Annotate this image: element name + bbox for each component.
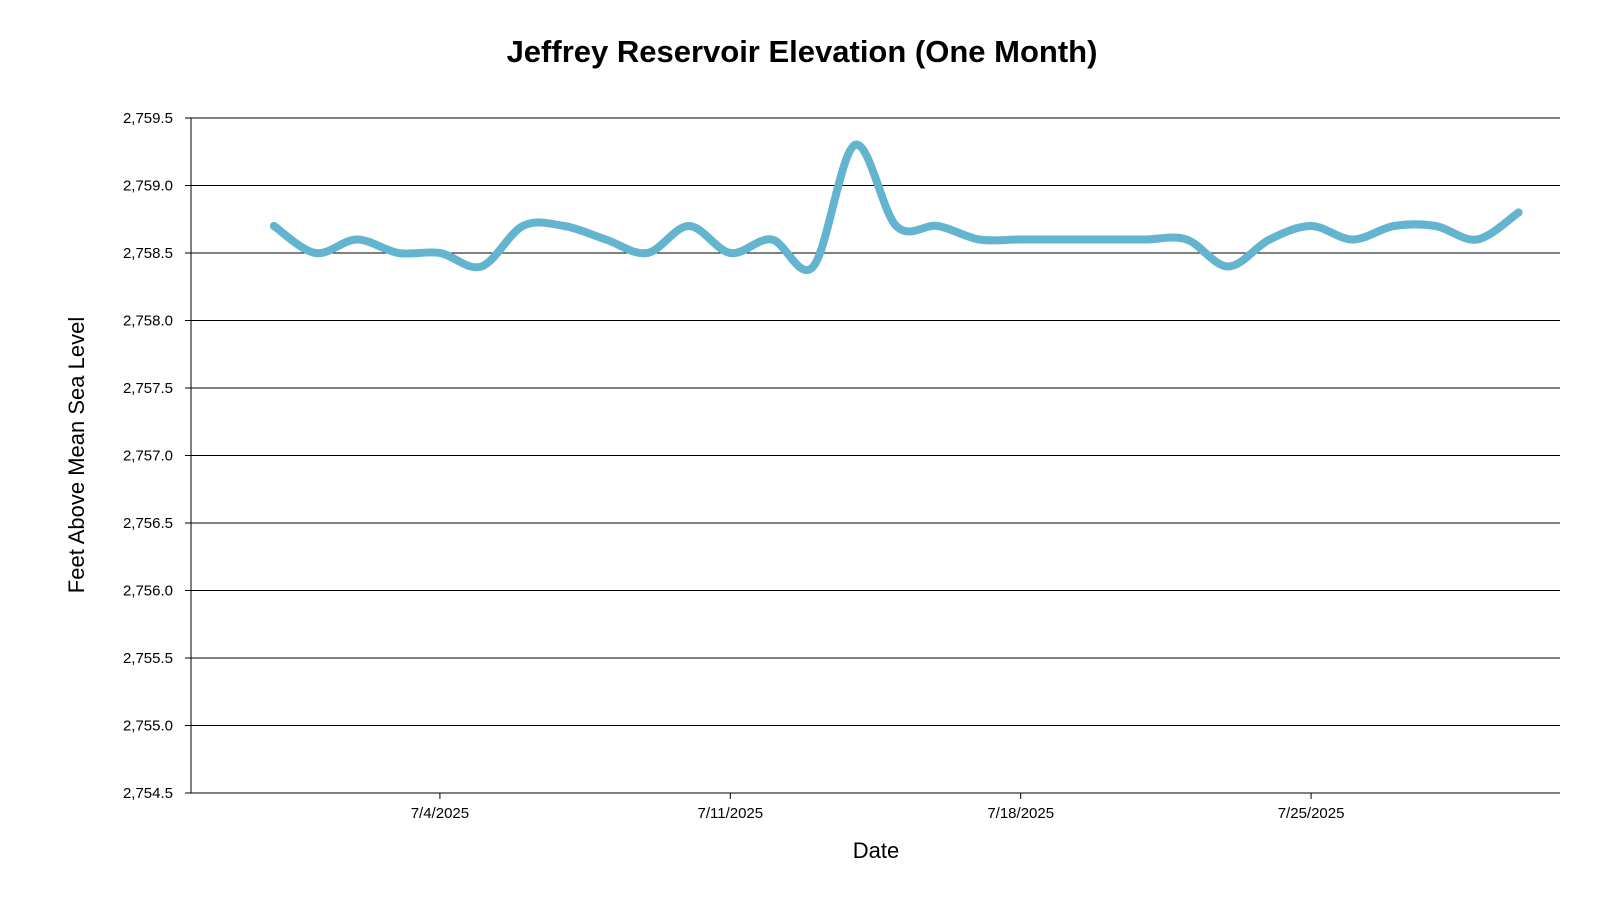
- elevation-series-line: [269, 140, 1523, 274]
- data-point: [1058, 235, 1067, 244]
- y-tick-label: 2,757.5: [123, 380, 173, 397]
- data-point: [1348, 235, 1357, 244]
- data-point: [1016, 235, 1025, 244]
- data-point: [1141, 235, 1150, 244]
- data-point: [1182, 235, 1191, 244]
- y-tick-label: 2,755.5: [123, 650, 173, 667]
- data-point: [1390, 222, 1399, 230]
- y-tick-label: 2,754.5: [123, 785, 173, 802]
- data-point: [311, 249, 320, 257]
- data-point: [684, 222, 693, 230]
- y-tick-label: 2,757.0: [123, 448, 173, 465]
- data-point: [477, 262, 486, 271]
- data-point: [850, 141, 859, 149]
- data-point: [435, 249, 444, 257]
- y-tick-labels: 2,754.5 2,755.0 2,755.5 2,756.0 2,756.5 2,757…: [123, 110, 173, 802]
- chart-title: Jeffrey Reservoir Elevation (One Month): [507, 34, 1098, 69]
- data-point: [1099, 235, 1108, 244]
- x-tick-label: 7/18/2025: [987, 805, 1054, 822]
- x-tick-label: 7/11/2025: [697, 805, 763, 822]
- y-tick-label: 2,758.0: [123, 313, 173, 330]
- data-point: [975, 235, 984, 244]
- data-point: [809, 262, 818, 271]
- data-point: [933, 222, 942, 230]
- y-tick-label: 2,759.0: [123, 178, 173, 195]
- data-point: [518, 222, 527, 230]
- y-axis-title: Feet Above Mean Sea Level: [64, 317, 89, 593]
- data-point: [394, 249, 403, 257]
- y-tick-label: 2,759.5: [123, 110, 173, 127]
- data-point: [1431, 222, 1440, 230]
- data-point: [1307, 222, 1316, 230]
- data-point: [892, 222, 901, 230]
- y-tick-label: 2,758.5: [123, 245, 173, 262]
- x-axis-title: Date: [853, 838, 899, 863]
- data-point: [726, 249, 735, 257]
- y-tick-label: 2,756.5: [123, 515, 173, 532]
- data-point: [1514, 208, 1523, 217]
- data-point: [767, 235, 776, 244]
- data-point: [1473, 235, 1482, 244]
- data-point: [560, 222, 569, 230]
- y-tick-label: 2,755.0: [123, 718, 173, 735]
- data-point: [352, 235, 361, 244]
- data-point: [643, 249, 652, 257]
- x-tick-labels: 7/4/2025 7/11/2025 7/18/2025 7/25/2025: [411, 805, 1345, 822]
- y-tick-label: 2,756.0: [123, 583, 173, 600]
- x-tick-label: 7/4/2025: [411, 805, 469, 822]
- data-point: [601, 235, 610, 244]
- gridlines: [185, 117, 1560, 794]
- data-point: [269, 222, 278, 230]
- x-tick-label: 7/25/2025: [1278, 805, 1345, 822]
- axes: [190, 118, 1560, 799]
- data-point: [1224, 262, 1233, 271]
- series-layer: [269, 140, 1523, 274]
- data-point: [1265, 235, 1274, 244]
